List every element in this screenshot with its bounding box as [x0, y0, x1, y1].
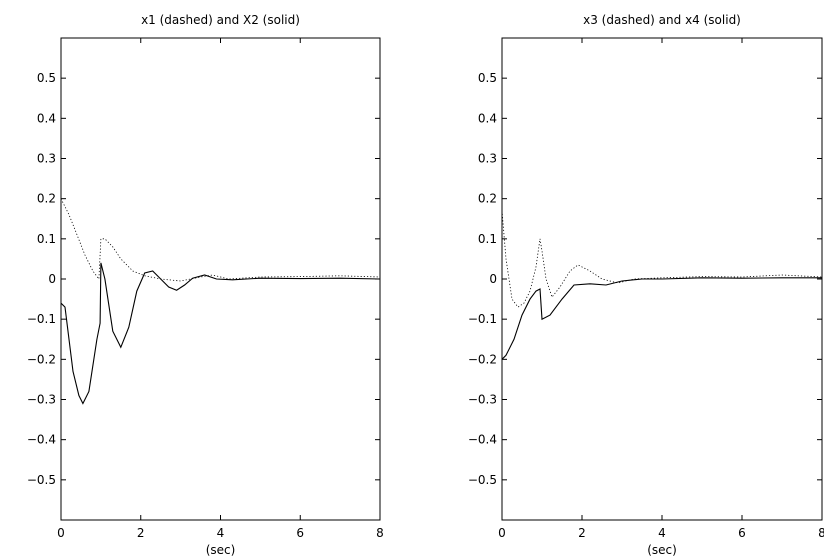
y-tick-label: 0.5: [478, 71, 497, 85]
series-layer: [501, 210, 823, 360]
right-subplot: x3 (dashed) and x4 (solid) (sec) 0 2 4 6 8 −0…: [468, 13, 824, 557]
y-tick-label: 0.5: [37, 71, 56, 85]
y-tick-label: 0.1: [37, 232, 56, 246]
y-tick-label: 0.4: [37, 111, 56, 125]
x-tick-label: 2: [137, 526, 145, 540]
x-tick-label: 0: [57, 526, 65, 540]
y-tick-label: −0.5: [468, 473, 497, 487]
chart-title: x1 (dashed) and X2 (solid): [141, 13, 300, 27]
chart-title: x3 (dashed) and x4 (solid): [583, 13, 741, 27]
x-axis-label: (sec): [206, 543, 236, 557]
y-tick-label: 0.4: [478, 111, 497, 125]
x-tick-label: 6: [296, 526, 304, 540]
x-tick-label: 4: [217, 526, 225, 540]
solid-series-line: [501, 277, 822, 360]
y-tick-label: −0.1: [27, 312, 56, 326]
dashed-series-line: [501, 210, 823, 308]
y-tick-label: −0.2: [468, 352, 497, 366]
x-tick-label: 6: [738, 526, 746, 540]
axis-ticks: 0 2 4 6 8 −0.5 −0.4 −0.3 −0.2 −0.1 0 0.1 0.2 0.3 0.4 0.…: [27, 38, 384, 540]
x-tick-label: 4: [658, 526, 666, 540]
y-tick-label: 0.3: [478, 152, 497, 166]
x-axis-label: (sec): [647, 543, 677, 557]
x-tick-label: 8: [376, 526, 384, 540]
x-tick-label: 8: [818, 526, 824, 540]
y-tick-label: −0.5: [27, 473, 56, 487]
y-tick-label: −0.1: [468, 312, 497, 326]
y-tick-label: 0.2: [37, 192, 56, 206]
dashed-series-line: [60, 198, 381, 282]
y-tick-label: 0: [489, 272, 497, 286]
y-tick-label: −0.4: [27, 433, 56, 447]
y-tick-label: 0.1: [478, 232, 497, 246]
left-subplot: x1 (dashed) and X2 (solid) (sec) 0 2 4 6 8 −0…: [27, 13, 384, 557]
y-tick-label: 0: [48, 272, 56, 286]
y-tick-label: 0.3: [37, 152, 56, 166]
solid-series-line: [60, 262, 381, 405]
series-layer: [60, 198, 381, 405]
y-tick-label: −0.2: [27, 352, 56, 366]
y-tick-label: −0.4: [468, 433, 497, 447]
y-tick-label: −0.3: [468, 393, 497, 407]
axis-ticks: 0 2 4 6 8 −0.5 −0.4 −0.3 −0.2 −0.1 0 0.1 0.2 0.3 0.4 0.…: [468, 38, 824, 540]
y-tick-label: 0.2: [478, 192, 497, 206]
x-tick-label: 2: [578, 526, 586, 540]
x-tick-label: 0: [498, 526, 506, 540]
y-tick-label: −0.3: [27, 393, 56, 407]
